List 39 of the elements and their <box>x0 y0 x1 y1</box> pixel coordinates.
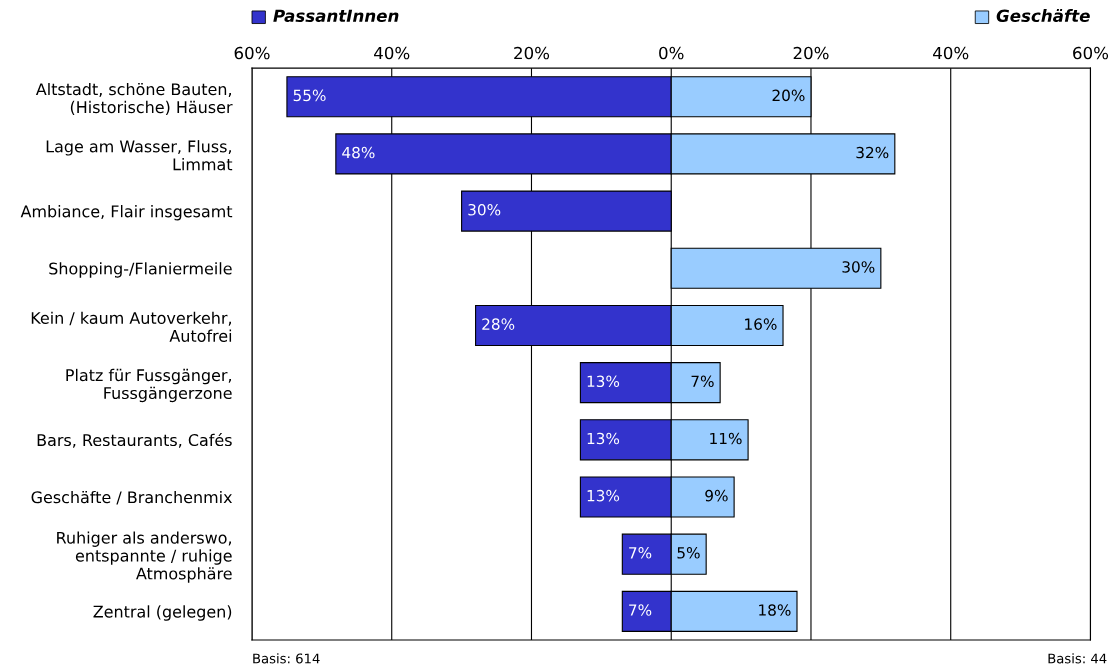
data-label: 48% <box>342 146 375 159</box>
data-label: 13% <box>587 375 620 388</box>
data-label: 7% <box>629 604 652 616</box>
data-label: 30% <box>468 203 501 216</box>
data-label: 32% <box>856 146 889 159</box>
data-label: 13% <box>587 432 620 445</box>
data-label: 55% <box>293 89 326 102</box>
data-label: 18% <box>759 604 791 616</box>
y-tick-label: Lage am Wasser, Fluss, Limmat <box>46 140 233 171</box>
y-tick-label: Platz für Fussgänger, Fussgängerzone <box>66 368 232 403</box>
data-label: 7% <box>691 375 714 388</box>
x-tick-label: 0% <box>659 46 684 60</box>
data-label: 9% <box>705 489 728 502</box>
x-tick-label: 60% <box>1073 46 1109 60</box>
data-label: 13% <box>587 489 620 502</box>
legend-label: Geschäfte <box>996 8 1090 23</box>
y-tick-label: Geschäfte / Branchenmix <box>31 490 233 505</box>
data-label: 30% <box>842 261 875 273</box>
text: Basis: 614 <box>253 653 320 664</box>
x-tick-label: 20% <box>793 46 829 60</box>
y-tick-label: Shopping-/Flaniermeile <box>49 262 232 278</box>
x-tick-label: 20% <box>514 46 550 60</box>
text: Basis: 44 <box>1048 653 1107 664</box>
y-tick-label: Zentral (gelegen) <box>93 605 232 621</box>
y-tick-label: Bars, Restaurants, Cafés <box>37 433 232 448</box>
y-tick-label: Altstadt, schöne Bauten, (Historische) Häuser <box>35 82 233 116</box>
x-tick-label: 60% <box>234 46 270 60</box>
y-tick-label: Kein / kaum Autoverkehr, Autofrei <box>31 311 232 342</box>
legend-label: PassantInnen <box>273 9 399 23</box>
data-label: 16% <box>745 318 777 330</box>
x-tick-label: 40% <box>933 46 969 60</box>
data-label: 5% <box>677 547 700 559</box>
x-tick-label: 40% <box>374 46 410 60</box>
y-tick-label: Ruhiger als anderswo, entspannte / ruhige Atmosphäre <box>57 531 232 583</box>
data-label: 20% <box>772 89 805 102</box>
y-tick-label: Ambiance, Flair insgesamt <box>20 205 233 221</box>
data-label: 28% <box>482 318 515 330</box>
data-label: 11% <box>710 432 742 445</box>
data-label: 7% <box>629 547 652 559</box>
